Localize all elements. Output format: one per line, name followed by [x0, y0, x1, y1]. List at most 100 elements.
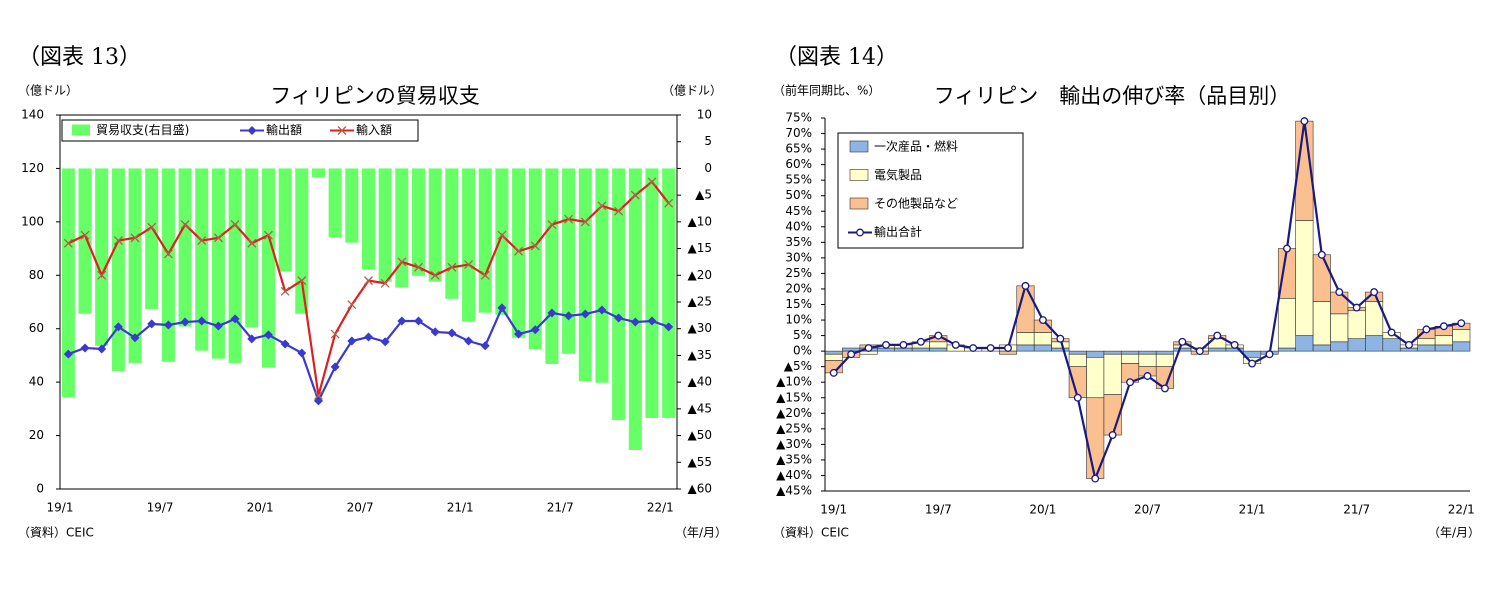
bar	[428, 168, 442, 282]
y2-axis-label: （億ドル）	[662, 84, 722, 98]
y-tick-label: 40	[29, 375, 44, 389]
marker	[1126, 378, 1135, 387]
bar	[1138, 350, 1157, 355]
marker	[380, 278, 390, 288]
y-tick-label: ▲20%	[776, 406, 812, 420]
bar	[178, 168, 192, 327]
bar	[1347, 338, 1366, 352]
marker	[1108, 431, 1117, 439]
x-tick-label: 19/7	[925, 503, 952, 517]
marker	[514, 329, 524, 339]
bar	[1295, 220, 1314, 336]
bar	[528, 168, 542, 350]
bar	[478, 168, 492, 313]
marker	[480, 270, 490, 280]
marker	[1143, 372, 1152, 380]
marker	[1178, 337, 1187, 346]
bar	[1155, 350, 1174, 355]
bar	[1330, 341, 1349, 352]
bar	[445, 168, 459, 299]
marker	[1073, 393, 1082, 402]
marker	[337, 126, 347, 135]
y-tick-label: 100	[21, 214, 44, 228]
bar	[662, 168, 676, 418]
bar	[328, 168, 342, 238]
marker	[597, 305, 607, 315]
marker	[530, 241, 540, 251]
bar	[1155, 353, 1174, 367]
bar	[495, 168, 509, 315]
y-tick-label: 40%	[785, 219, 812, 233]
bar	[1121, 353, 1140, 364]
line	[67, 305, 670, 404]
bar	[1452, 329, 1471, 343]
legend-label: 一次産品・燃料	[874, 139, 958, 154]
marker	[464, 260, 474, 270]
marker	[1038, 316, 1047, 324]
bar	[595, 168, 609, 383]
marker	[364, 332, 373, 342]
marker	[580, 309, 590, 319]
marker	[847, 350, 856, 359]
bar	[911, 347, 930, 352]
marker	[547, 220, 557, 229]
y2-tick-label: 10	[697, 108, 712, 122]
y-tick-label: 140	[21, 108, 44, 122]
marker	[213, 233, 223, 243]
marker	[97, 270, 107, 280]
y-tick-label: 60	[29, 321, 44, 335]
marker	[614, 313, 624, 323]
y2-tick-label: ▲30	[688, 321, 713, 335]
bar	[1295, 335, 1314, 352]
marker	[414, 262, 423, 272]
bar	[295, 168, 309, 314]
marker	[180, 220, 190, 229]
bar	[1208, 347, 1227, 352]
marker	[1457, 319, 1466, 328]
bar	[1434, 344, 1453, 352]
y-tick-label: 120	[21, 161, 44, 175]
marker	[856, 228, 864, 237]
marker	[280, 286, 290, 296]
marker	[113, 322, 123, 332]
y-tick-label: 0	[36, 482, 44, 496]
y2-tick-label: 0	[704, 161, 712, 175]
marker	[564, 214, 574, 224]
marker	[1091, 474, 1100, 483]
marker	[864, 344, 873, 352]
marker	[364, 276, 373, 286]
marker	[97, 344, 107, 354]
y2-tick-label: ▲55	[688, 455, 713, 469]
legend-swatch	[72, 124, 90, 136]
bar	[1434, 335, 1453, 346]
marker	[80, 343, 90, 353]
marker	[130, 333, 140, 343]
marker	[916, 337, 925, 346]
y2-tick-label: ▲15	[688, 241, 713, 255]
bar	[1068, 353, 1087, 367]
marker	[1439, 322, 1448, 331]
x-tick-label: 20/1	[1029, 503, 1056, 517]
marker	[564, 311, 574, 321]
bar	[929, 347, 948, 352]
y-axis-label: （億ドル）	[18, 84, 78, 98]
y-tick-label: 65%	[785, 142, 812, 156]
bar	[929, 341, 948, 349]
marker	[1283, 244, 1291, 253]
marker	[630, 317, 640, 327]
y-tick-label: 35%	[785, 235, 812, 249]
marker	[1370, 288, 1379, 297]
bar	[378, 168, 392, 282]
marker	[934, 331, 943, 340]
marker	[899, 340, 908, 349]
marker	[247, 334, 257, 344]
x-tick-label: 19/1	[820, 503, 847, 517]
y2-tick-label: ▲40	[688, 375, 713, 389]
legend-label: その他製品など	[874, 197, 958, 211]
marker	[63, 238, 73, 248]
marker	[397, 257, 407, 267]
marker	[664, 322, 674, 332]
bar	[1086, 397, 1105, 479]
bar	[1068, 350, 1087, 355]
